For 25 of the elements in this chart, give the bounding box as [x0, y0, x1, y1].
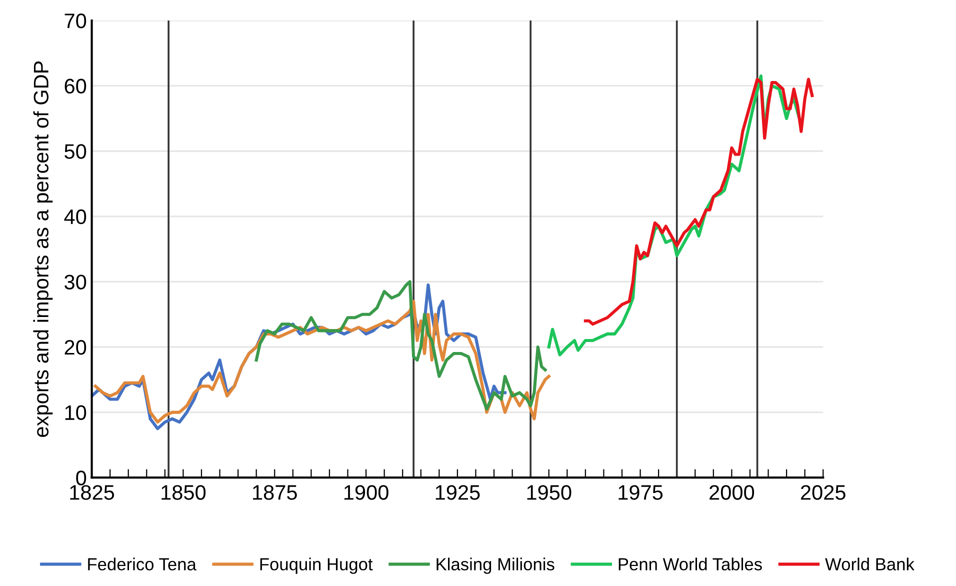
y-tick-label: 60: [64, 78, 86, 94]
y-tick-label: 50: [64, 144, 86, 159]
x-tick-label: 2000: [710, 485, 754, 500]
x-tick-label: 1950: [527, 485, 572, 500]
x-tick-label: 2025: [800, 485, 846, 500]
x-tick-label: 1875: [253, 485, 297, 500]
y-tick-label: 30: [64, 274, 86, 290]
line-series: [584, 78, 814, 326]
y-tick-label: 70: [64, 14, 86, 28]
x-tick-label: 1850: [162, 485, 206, 500]
x-tick-label: 1900: [344, 485, 388, 500]
y-tick-label: 10: [65, 405, 86, 420]
y-tick-label: 0: [76, 470, 86, 486]
x-tick-label: 1975: [618, 485, 663, 500]
y-axis-title: exports and imports as a percent of GDP: [33, 61, 53, 437]
legend-label: World Bank: [825, 558, 914, 570]
legend-label: Federico Tena: [88, 558, 196, 570]
x-tick-label: 1825: [70, 485, 114, 500]
x-tick-label: 1925: [436, 485, 480, 500]
legend-label: Klasing Milionis: [436, 558, 554, 574]
y-tick-label: 20: [64, 340, 86, 355]
line-series: [254, 280, 547, 411]
y-tick-label: 40: [64, 209, 86, 224]
legend-label: Penn World Tables: [618, 558, 762, 570]
legend-label: Fouquin Hugot: [260, 558, 373, 574]
